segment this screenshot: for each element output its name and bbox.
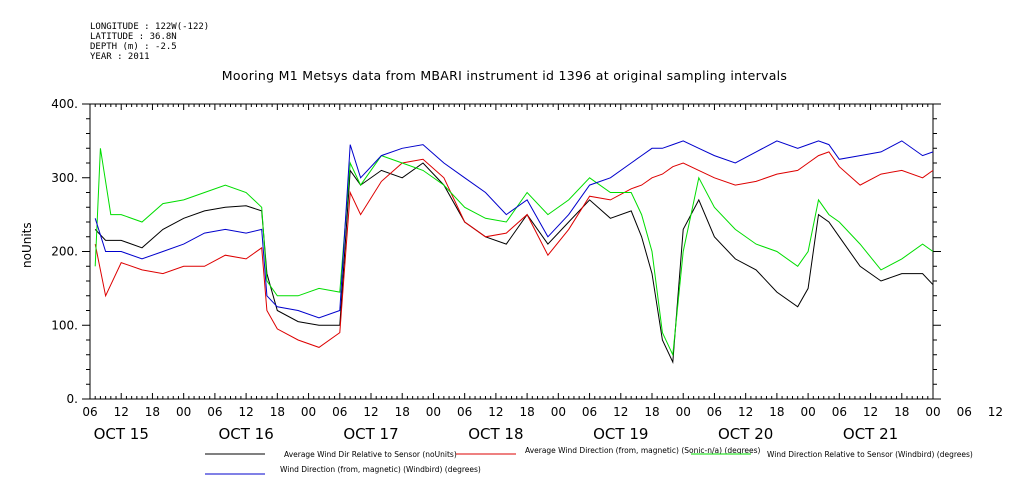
x-hour-tick-label: 12	[738, 405, 753, 419]
x-hour-tick-label: 00	[676, 405, 691, 419]
legend-label: Average Wind Dir Relative to Sensor (noU…	[284, 450, 457, 459]
x-hour-tick-label: 06	[832, 405, 847, 419]
x-day-label: OCT 19	[593, 425, 648, 443]
series-line-1	[94, 162, 934, 365]
legend-label: Average Wind Direction (from, magnetic) …	[525, 446, 761, 455]
x-day-label: OCT 15	[94, 425, 149, 443]
year-label: YEAR : 2011	[90, 52, 150, 62]
x-day-label: OCT 18	[468, 425, 523, 443]
x-hour-tick-label: 18	[395, 405, 410, 419]
x-hour-tick-label: 06	[332, 405, 347, 419]
x-hour-tick-label: 00	[301, 405, 316, 419]
x-hour-tick-label: 00	[800, 405, 815, 419]
longitude-label: LONGITUDE : 122W(-122)	[90, 22, 210, 32]
x-hour-tick-label: 06	[707, 405, 722, 419]
x-hour-tick-label: 12	[363, 405, 378, 419]
latitude-label: LATITUDE : 36.8N	[90, 32, 177, 42]
legend-label: Wind Direction (from, magnetic) (Windbir…	[280, 465, 481, 474]
x-hour-tick-label: 18	[270, 405, 285, 419]
series-line-3	[94, 148, 934, 357]
x-hour-tick-label: 06	[207, 405, 222, 419]
y-tick-label: 200.	[51, 245, 78, 259]
x-hour-tick-label: 12	[863, 405, 878, 419]
x-day-label: OCT 16	[218, 425, 273, 443]
x-day-label: OCT 17	[343, 425, 398, 443]
y-tick-label: 100.	[51, 318, 78, 332]
x-hour-tick-label: 12	[488, 405, 503, 419]
series-line-2	[94, 151, 934, 348]
y-tick-label: 0.	[67, 392, 78, 406]
y-tick-label: 300.	[51, 171, 78, 185]
x-hour-tick-label: 00	[426, 405, 441, 419]
x-hour-tick-label: 12	[613, 405, 628, 419]
x-day-label: OCT 21	[843, 425, 898, 443]
x-hour-tick-label: 12	[238, 405, 253, 419]
depth-label: DEPTH (m) : -2.5	[90, 42, 177, 52]
series-group	[94, 140, 934, 365]
x-hour-tick-label: 06	[582, 405, 597, 419]
x-hour-tick-label: 00	[925, 405, 940, 419]
x-hour-tick-label: 18	[145, 405, 160, 419]
x-hour-tick-label: 12	[988, 405, 1003, 419]
y-tick-label: 400.	[51, 97, 78, 111]
x-hour-tick-label: 06	[82, 405, 97, 419]
x-hour-tick-label: 12	[114, 405, 129, 419]
plot-frame	[89, 103, 934, 400]
legend-label: Wind Direction Relative to Sensor (Windb…	[767, 450, 973, 459]
chart-title: Mooring M1 Metsys data from MBARI instru…	[221, 68, 788, 83]
x-hour-tick-label: 18	[519, 405, 534, 419]
x-hour-tick-label: 18	[769, 405, 784, 419]
x-day-label: OCT 20	[718, 425, 773, 443]
x-hour-tick-label: 18	[644, 405, 659, 419]
x-hour-tick-label: 06	[957, 405, 972, 419]
series-line-4	[94, 140, 934, 319]
x-hour-tick-label: 00	[176, 405, 191, 419]
x-hour-tick-label: 06	[457, 405, 472, 419]
x-hour-tick-label: 18	[894, 405, 909, 419]
metadata-block: LONGITUDE : 122W(-122) LATITUDE : 36.8N …	[90, 22, 209, 62]
x-hour-tick-label: 00	[551, 405, 566, 419]
